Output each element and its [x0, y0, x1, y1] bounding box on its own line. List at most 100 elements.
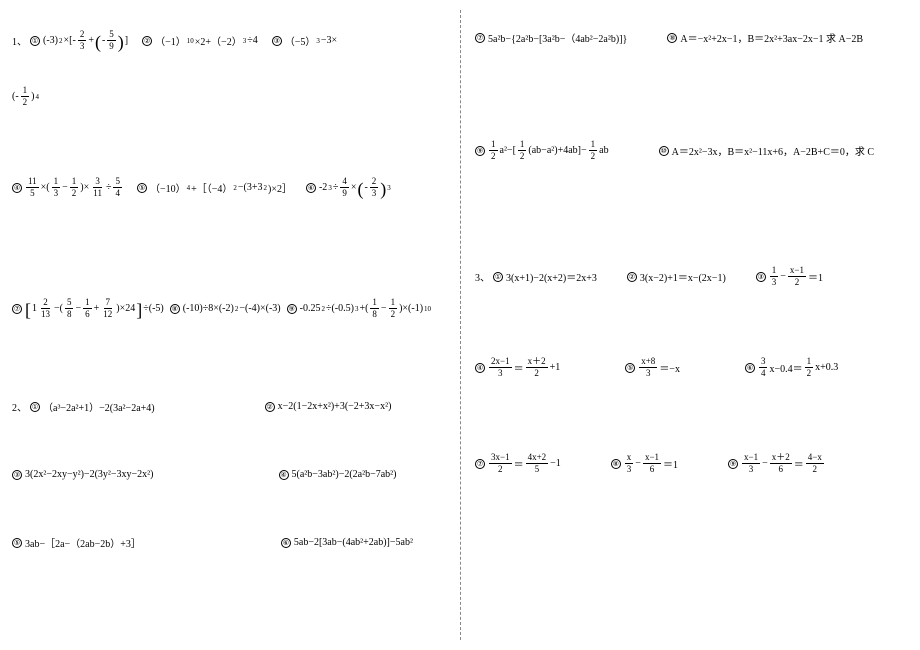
circle-num: ⑤ — [625, 363, 635, 373]
frac: 54 — [113, 177, 122, 198]
page-divider — [460, 10, 461, 640]
frac: 311 — [91, 177, 104, 198]
frac: 12 — [389, 298, 398, 319]
expr: 5ab−2[3ab−(4ab²+2ab)]−5ab² — [294, 537, 413, 548]
frac: 13 — [52, 177, 61, 198]
expr: × — [351, 182, 357, 193]
frac: x3 — [625, 453, 634, 474]
frac: 115 — [26, 177, 39, 198]
expr: （−10） — [150, 180, 186, 195]
problem-2-8: ⑧ A＝−x²+2x−1，B＝2x²+3ax−2x−1 求 A−2B — [667, 30, 863, 45]
row-r5: ⑦ 3x−12 ＝ 4x+25 −1 ⑧ x3 − x−16 ＝1 ⑨ x−13… — [475, 453, 907, 474]
problem-3-9: ⑨ x−13 − x＋26 ＝ 4−x2 — [728, 453, 825, 474]
expr: A＝−x²+2x−1，B＝2x²+3ax−2x−1 求 A−2B — [680, 30, 863, 45]
row-1-1b: (- 12 )4 — [12, 86, 448, 107]
section-1-label: 1、 — [12, 33, 27, 48]
frac: 16 — [83, 298, 92, 319]
expr: ×2+（−2） — [195, 33, 242, 48]
expr: +1 — [550, 362, 561, 373]
frac: 213 — [39, 298, 52, 319]
row-1-1: 1、 ① (-3)2 ×[- 23 + ( - 59 ) ] ② （−1）10 … — [12, 30, 448, 51]
expr: 1 — [32, 303, 37, 314]
expr: )×2］ — [268, 180, 292, 195]
circle-num: ⑦ — [12, 304, 22, 314]
frac: 712 — [101, 298, 114, 319]
right-column: ⑦ 5a²b−{2a²b−[3a²b−（4ab²−2a²b)]} ⑧ A＝−x²… — [463, 20, 919, 640]
expr: − — [635, 458, 641, 469]
problem-1-3: ③ （−5）3 −3× — [272, 33, 337, 48]
circle-num: ⑧ — [667, 33, 677, 43]
circle-num: ⑧ — [170, 304, 180, 314]
circle-num: ⑧ — [611, 459, 621, 469]
problem-1-4: ④ 115 ×( 13 − 12 )× 311 ÷ 54 — [12, 177, 123, 198]
expr: x+0.3 — [815, 362, 838, 373]
expr: ÷ — [106, 182, 112, 193]
problem-1-6: ⑥ -23 ÷ 49 × ( - 23 )3 — [306, 177, 391, 198]
expr: - — [364, 182, 367, 193]
row-2-2: ③ 3(2x²−2xy−y²)−2(3y²−3xy−2x²) ④ 5(a²b−3… — [12, 469, 448, 480]
expr: ＝ — [514, 360, 524, 375]
problem-3-2: ② 3(x−2)+1＝x−(2x−1) — [627, 269, 726, 284]
expr: (-3) — [43, 35, 58, 46]
problem-2-7: ⑦ 5a²b−{2a²b−[3a²b−（4ab²−2a²b)]} — [475, 30, 627, 45]
circle-num: ⑨ — [728, 459, 738, 469]
expr: − — [381, 303, 387, 314]
expr: (- — [12, 91, 19, 102]
circle-num: ⑥ — [745, 363, 755, 373]
expr: ＝1 — [663, 456, 678, 471]
expr: （−5） — [285, 33, 316, 48]
expr: + — [88, 35, 94, 46]
frac: 12 — [489, 140, 498, 161]
problem-2-2: ② x−2(1−2x+x²)+3(−2+3x−x²) — [265, 401, 392, 412]
circle-num: ⑤ — [12, 538, 22, 548]
expr: )× — [80, 182, 89, 193]
circle-num: ② — [142, 36, 152, 46]
circle-num: ⑨ — [475, 146, 485, 156]
problem-2-1: 2、 ① （a³−2a²+1）−2(3a²−2a+4) — [12, 399, 155, 414]
expr: −1 — [550, 458, 561, 469]
problem-3-6: ⑥ 34 x−0.4＝ 12 x+0.3 — [745, 357, 838, 378]
frac: 3x−12 — [489, 453, 512, 474]
circle-num: ③ — [272, 36, 282, 46]
frac: 18 — [370, 298, 379, 319]
circle-num: ⑤ — [137, 183, 147, 193]
circle-num: ⑨ — [287, 304, 297, 314]
frac: 12 — [518, 140, 527, 161]
section-3-label: 3、 — [475, 269, 490, 284]
expr: a²−[ — [500, 145, 516, 156]
expr: -0.25 — [300, 303, 321, 314]
circle-num: ③ — [12, 470, 22, 480]
expr: (-10)÷8×(-2) — [183, 303, 234, 314]
frac: 12 — [589, 140, 598, 161]
expr: x−2(1−2x+x²)+3(−2+3x−x²) — [278, 401, 392, 412]
problem-3-1: 3、 ① 3(x+1)−2(x+2)＝2x+3 — [475, 269, 597, 284]
problem-2-3: ③ 3(2x²−2xy−y²)−2(3y²−3xy−2x²) — [12, 469, 154, 480]
expr: ＝1 — [808, 269, 823, 284]
row-1-2: ④ 115 ×( 13 − 12 )× 311 ÷ 54 ⑤ （−10）4 +［… — [12, 177, 448, 198]
expr: − — [762, 458, 768, 469]
row-r2: ⑨ 12 a²−[ 12 (ab−a²)+4ab]− 12 ab ⑩ A＝2x²… — [475, 140, 907, 161]
expr: − — [75, 303, 81, 314]
frac: x−12 — [788, 266, 806, 287]
problem-2-10: ⑩ A＝2x²−3x，B＝x²−11x+6，A−2B+C＝0，求 C — [659, 143, 874, 158]
circle-num: ⑥ — [281, 538, 291, 548]
expr: ＝ — [514, 456, 524, 471]
expr: +( — [359, 303, 368, 314]
row-r1: ⑦ 5a²b−{2a²b−[3a²b−（4ab²−2a²b)]} ⑧ A＝−x²… — [475, 30, 907, 45]
expr: ＝ — [794, 456, 804, 471]
problem-2-4: ④ 5(a²b−3ab²)−2(2a²b−7ab²) — [279, 469, 397, 480]
expr: ab — [599, 145, 608, 156]
circle-num: ① — [30, 402, 40, 412]
problem-2-9: ⑨ 12 a²−[ 12 (ab−a²)+4ab]− 12 ab — [475, 140, 609, 161]
row-r4: ④ 2x−13 ＝ x＋22 +1 ⑤ x+83 ＝−x ⑥ 34 x−0.4＝… — [475, 357, 907, 378]
row-2-1: 2、 ① （a³−2a²+1）−2(3a²−2a+4) ② x−2(1−2x+x… — [12, 399, 448, 414]
problem-3-7: ⑦ 3x−12 ＝ 4x+25 −1 — [475, 453, 561, 474]
expr: )×(-1) — [399, 303, 423, 314]
frac: 58 — [65, 298, 74, 319]
expr: A＝2x²−3x，B＝x²−11x+6，A−2B+C＝0，求 C — [672, 143, 874, 158]
frac: 34 — [759, 357, 768, 378]
expr: ) — [31, 91, 34, 102]
circle-num: ④ — [475, 363, 485, 373]
expr: ×[- — [64, 35, 76, 46]
problem-1-1: 1、 ① (-3)2 ×[- 23 + ( - 59 ) ] — [12, 30, 128, 51]
